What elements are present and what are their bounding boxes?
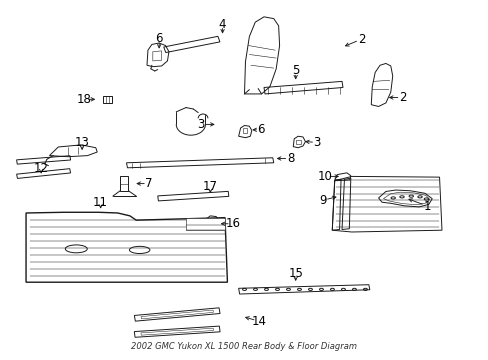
Text: 15: 15 — [287, 267, 303, 280]
Text: 11: 11 — [93, 195, 108, 208]
Text: 18: 18 — [77, 93, 91, 106]
Text: 1: 1 — [423, 200, 431, 213]
Text: 17: 17 — [203, 180, 218, 193]
Text: 16: 16 — [225, 217, 240, 230]
Text: 10: 10 — [317, 170, 332, 183]
Text: 7: 7 — [145, 177, 152, 190]
Text: 12: 12 — [34, 162, 49, 175]
Text: 13: 13 — [75, 136, 89, 149]
Text: 8: 8 — [286, 152, 294, 165]
Text: 2: 2 — [357, 32, 365, 46]
Text: 9: 9 — [318, 194, 326, 207]
Text: 6: 6 — [256, 123, 264, 136]
Polygon shape — [185, 218, 224, 230]
Text: 5: 5 — [291, 64, 299, 77]
Text: 2002 GMC Yukon XL 1500 Rear Body & Floor Diagram: 2002 GMC Yukon XL 1500 Rear Body & Floor… — [131, 342, 357, 351]
Text: 3: 3 — [313, 136, 320, 149]
Text: 6: 6 — [155, 32, 163, 45]
Text: 4: 4 — [218, 18, 226, 31]
Text: 3: 3 — [197, 118, 204, 131]
Text: 2: 2 — [398, 91, 406, 104]
Text: 14: 14 — [251, 315, 266, 328]
